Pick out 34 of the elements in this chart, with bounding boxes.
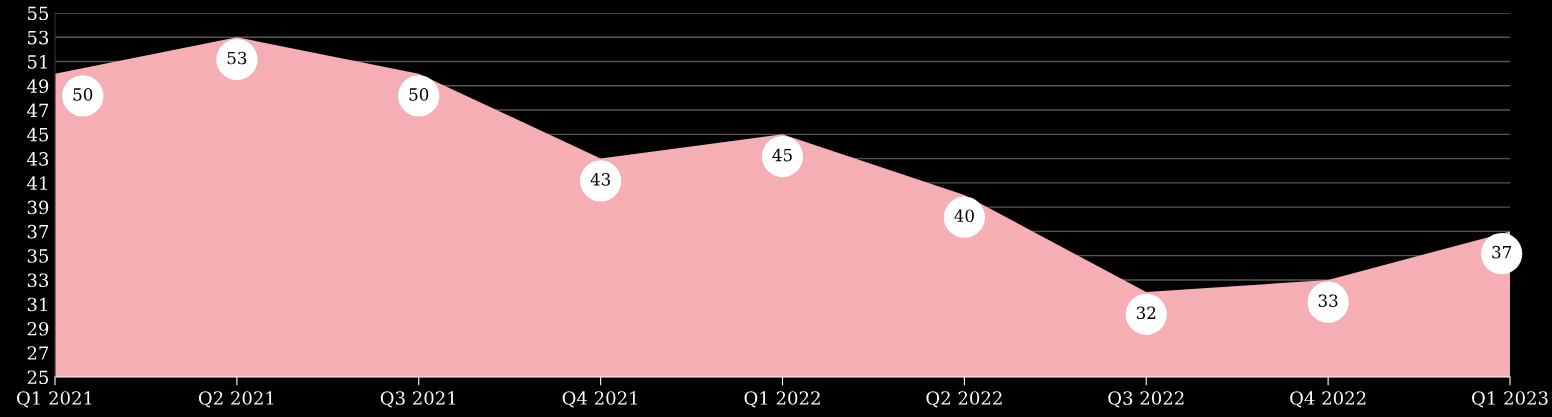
- x-tick-label: Q3 2022: [1108, 391, 1184, 408]
- y-tick-label: 53: [28, 30, 49, 45]
- y-tick-label: 55: [28, 6, 49, 21]
- y-tick-label: 39: [27, 200, 49, 215]
- y-tick-label: 27: [27, 346, 49, 360]
- x-tick-label: Q2 2021: [198, 391, 274, 408]
- x-tick-label: Q1 2022: [744, 391, 820, 408]
- x-tick-label: Q2 2022: [926, 391, 1002, 408]
- y-tick-label: 49: [27, 79, 49, 93]
- data-label: 40: [954, 209, 974, 223]
- data-label: 53: [227, 51, 247, 65]
- x-tick-label: Q3 2021: [380, 391, 456, 408]
- data-label: 43: [590, 173, 610, 186]
- y-tick-label: 29: [27, 321, 49, 336]
- data-label: 45: [772, 148, 792, 162]
- y-tick-label: 43: [27, 152, 49, 166]
- x-tick-label: Q1 2023: [1472, 391, 1548, 408]
- y-tick-label: 47: [27, 103, 49, 117]
- data-label: 50: [409, 88, 429, 101]
- y-tick-label: 45: [27, 127, 49, 142]
- x-tick-label: Q1 2021: [17, 391, 92, 408]
- y-tick-label: 33: [27, 273, 49, 288]
- y-tick-label: 25: [27, 370, 49, 385]
- data-label: 32: [1136, 306, 1156, 320]
- x-tick-label: Q4 2021: [562, 391, 638, 408]
- y-tick-label: 41: [27, 176, 47, 190]
- data-label: 33: [1318, 294, 1338, 307]
- y-tick-label: 35: [27, 249, 49, 263]
- y-tick-label: 31: [27, 297, 47, 312]
- x-tick-label: Q4 2022: [1290, 391, 1366, 408]
- y-tick-label: 37: [27, 224, 49, 239]
- data-label: 37: [1492, 245, 1512, 259]
- data-label: 50: [73, 88, 93, 101]
- y-tick-label: 51: [28, 54, 47, 69]
